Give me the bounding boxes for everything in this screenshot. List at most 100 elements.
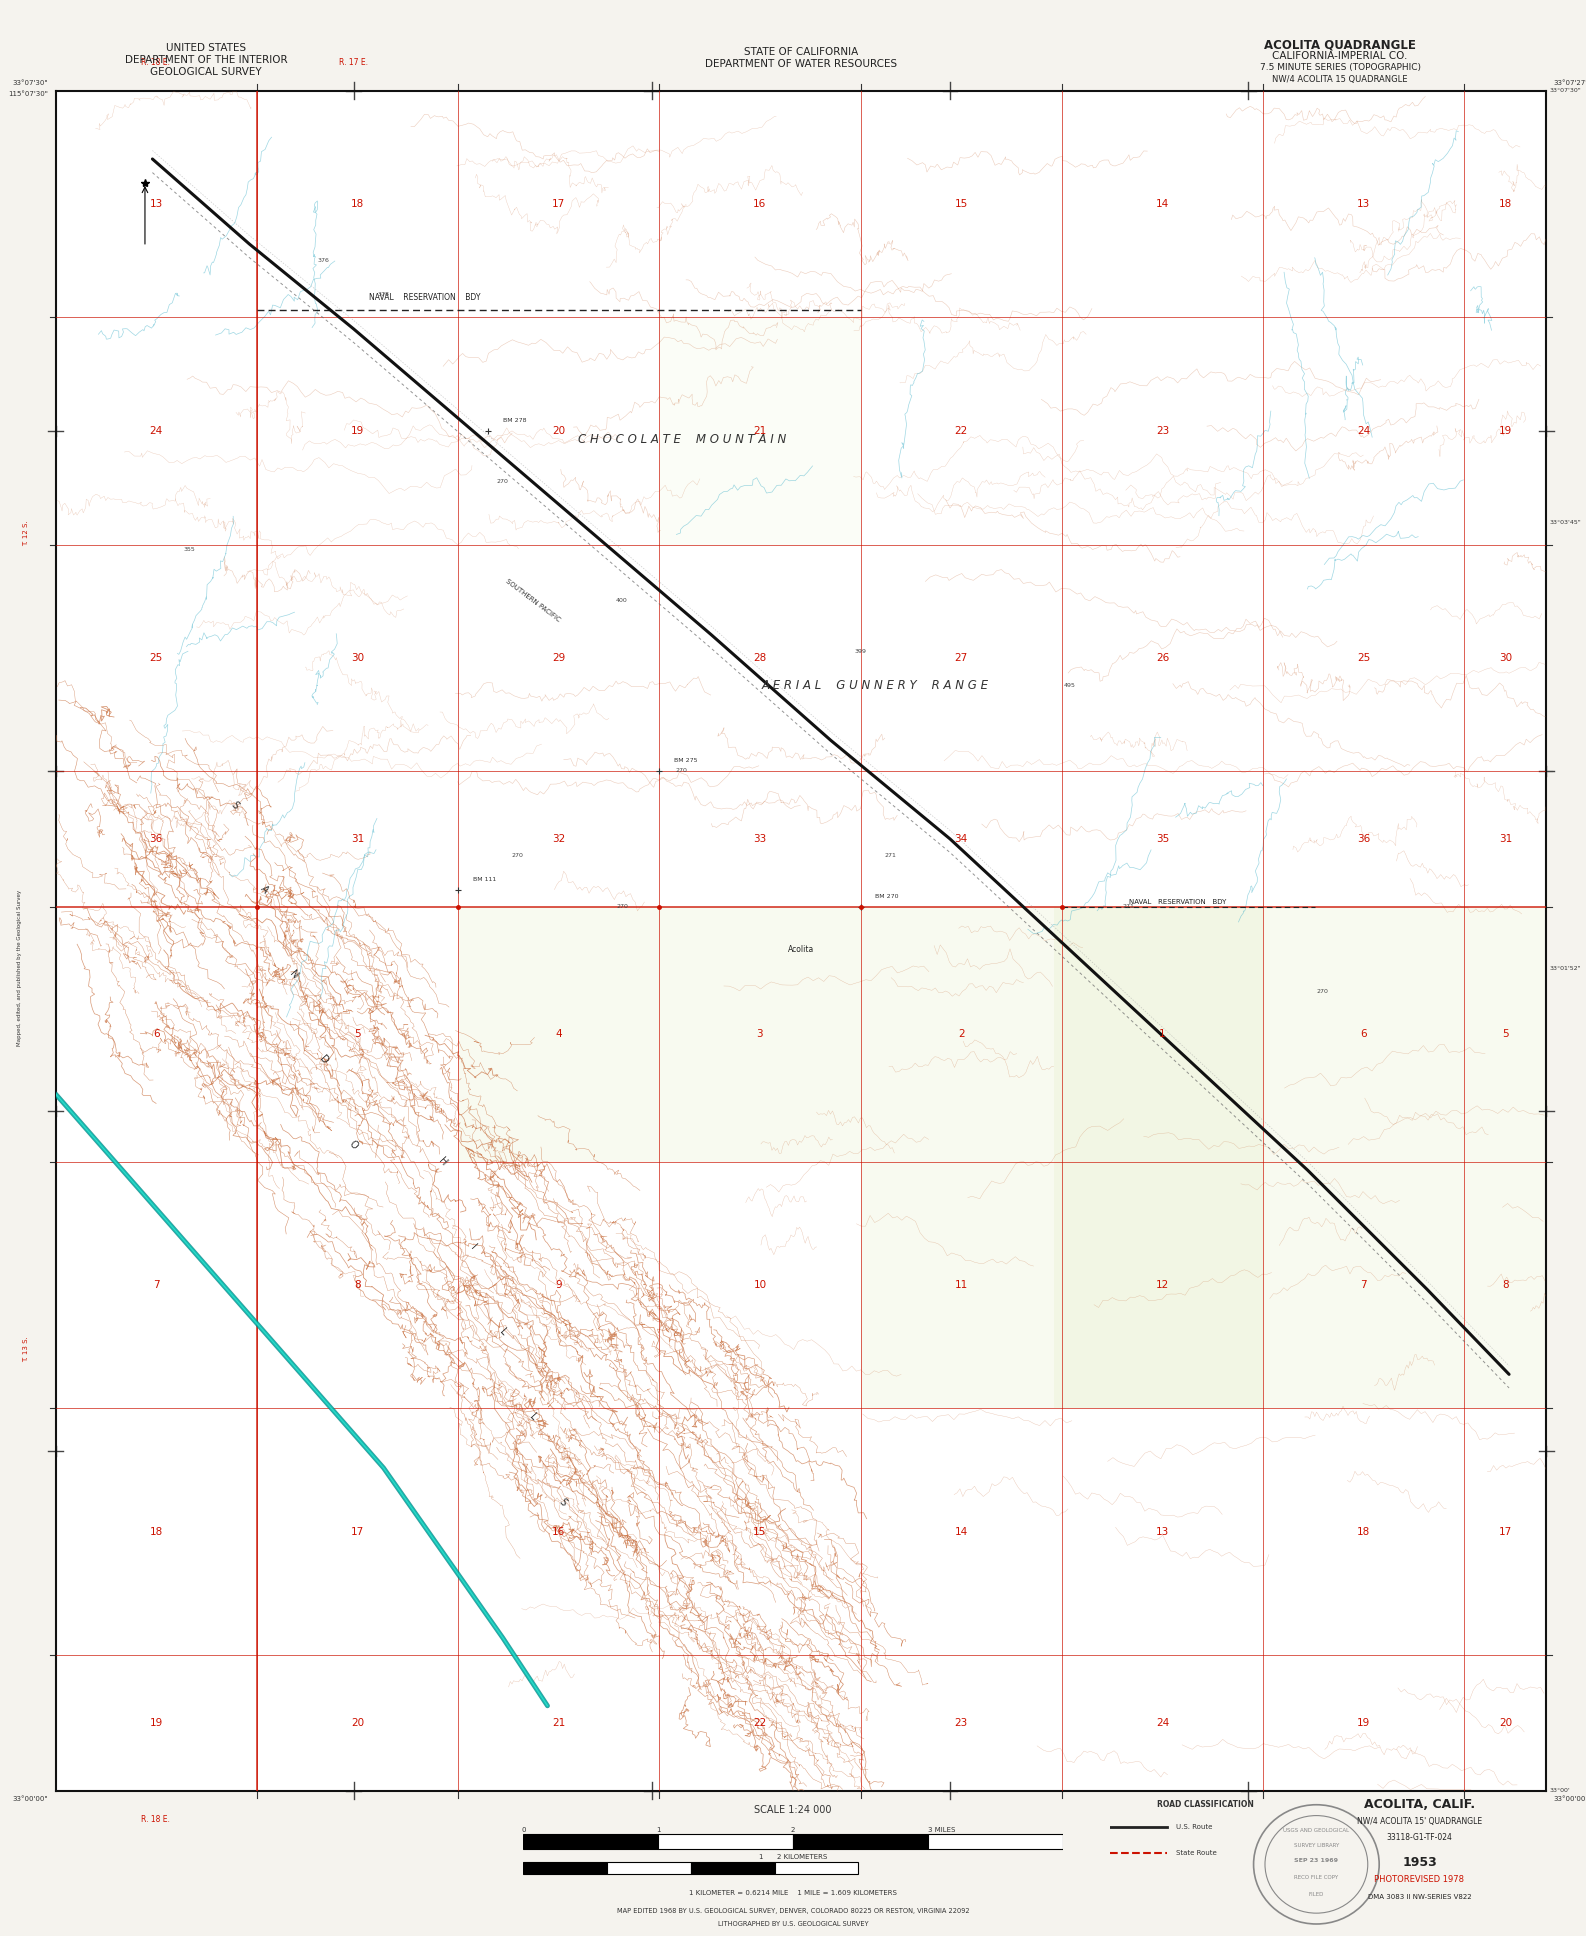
- Text: 33°07'27": 33°07'27": [1554, 79, 1586, 85]
- Text: S: S: [228, 800, 239, 811]
- Text: 31: 31: [351, 834, 365, 844]
- Text: 11: 11: [955, 1280, 967, 1289]
- Text: 495: 495: [1063, 683, 1075, 689]
- Bar: [523, 1862, 607, 1874]
- Bar: [607, 1862, 691, 1874]
- Text: 33°00': 33°00': [1550, 1789, 1570, 1793]
- Text: 17: 17: [1499, 1528, 1511, 1537]
- Text: 20: 20: [1499, 1717, 1511, 1727]
- Text: 16: 16: [753, 199, 766, 209]
- Text: 13: 13: [1358, 199, 1370, 209]
- Bar: [774, 1862, 858, 1874]
- Text: T. 13 S.: T. 13 S.: [22, 1336, 29, 1361]
- Text: L: L: [496, 1326, 509, 1338]
- Text: 22: 22: [753, 1717, 766, 1727]
- Bar: [691, 1862, 774, 1874]
- Text: 19: 19: [149, 1717, 163, 1727]
- Text: A E R I A L    G U N N E R Y    R A N G E: A E R I A L G U N N E R Y R A N G E: [761, 680, 990, 693]
- Text: 7: 7: [152, 1280, 160, 1289]
- Text: 15: 15: [955, 199, 967, 209]
- Text: 33: 33: [753, 834, 766, 844]
- Text: 376: 376: [317, 259, 330, 263]
- Text: 20: 20: [351, 1717, 363, 1727]
- Text: 22: 22: [955, 426, 967, 436]
- Text: BM 270: BM 270: [875, 894, 899, 900]
- Text: MAP EDITED 1968 BY U.S. GEOLOGICAL SURVEY, DENVER, COLORADO 80225 OR RESTON, VIR: MAP EDITED 1968 BY U.S. GEOLOGICAL SURVE…: [617, 1907, 969, 1915]
- Text: 15: 15: [753, 1528, 766, 1537]
- Bar: [793, 1835, 928, 1849]
- Text: 23: 23: [1156, 426, 1169, 436]
- Text: 1: 1: [657, 1828, 660, 1833]
- Text: 270: 270: [615, 904, 628, 910]
- Text: BM 278: BM 278: [503, 418, 527, 424]
- Text: 24: 24: [149, 426, 163, 436]
- Text: 36: 36: [149, 834, 163, 844]
- Text: 3: 3: [757, 1030, 763, 1040]
- Text: 33°07'30": 33°07'30": [1550, 89, 1581, 93]
- Text: 2: 2: [791, 1828, 795, 1833]
- Text: 399: 399: [855, 649, 866, 654]
- Bar: [660, 318, 861, 544]
- Text: ACOLITA QUADRANGLE: ACOLITA QUADRANGLE: [1264, 39, 1416, 50]
- Bar: [1055, 906, 1546, 1162]
- Text: LITHOGRAPHED BY U.S. GEOLOGICAL SURVEY: LITHOGRAPHED BY U.S. GEOLOGICAL SURVEY: [718, 1921, 868, 1928]
- Text: 14: 14: [955, 1528, 967, 1537]
- Text: 25: 25: [149, 652, 163, 662]
- Bar: [458, 906, 861, 1162]
- Text: 28: 28: [753, 652, 766, 662]
- Text: 32: 32: [552, 834, 565, 844]
- Text: 13: 13: [1156, 1528, 1169, 1537]
- Text: STATE OF CALIFORNIA: STATE OF CALIFORNIA: [744, 46, 858, 58]
- Text: 270: 270: [1316, 989, 1329, 995]
- Text: BM 275: BM 275: [674, 759, 698, 763]
- Text: 8: 8: [354, 1280, 360, 1289]
- Text: 21: 21: [552, 1717, 565, 1727]
- Text: NW/4 ACOLITA 15' QUADRANGLE: NW/4 ACOLITA 15' QUADRANGLE: [1358, 1818, 1481, 1826]
- Text: 33°01'52": 33°01'52": [1550, 966, 1581, 970]
- Text: DEPARTMENT OF WATER RESOURCES: DEPARTMENT OF WATER RESOURCES: [704, 58, 898, 70]
- Text: State Route: State Route: [1175, 1849, 1216, 1855]
- Text: NAVAL    RESERVATION    BDY: NAVAL RESERVATION BDY: [368, 292, 481, 302]
- Text: DMA 3083 II NW-SERIES V822: DMA 3083 II NW-SERIES V822: [1367, 1893, 1472, 1901]
- Text: 18: 18: [149, 1528, 163, 1537]
- Text: 24: 24: [1358, 426, 1370, 436]
- Text: RECO FILE COPY: RECO FILE COPY: [1294, 1876, 1339, 1880]
- Text: U.S. Route: U.S. Route: [1175, 1824, 1212, 1830]
- Text: 115°07'30": 115°07'30": [8, 91, 48, 97]
- Text: 17: 17: [552, 199, 565, 209]
- Text: 35: 35: [1156, 834, 1169, 844]
- Text: CALIFORNIA-IMPERIAL CO.: CALIFORNIA-IMPERIAL CO.: [1272, 50, 1408, 62]
- Text: 31: 31: [1499, 834, 1511, 844]
- Text: 20: 20: [552, 426, 565, 436]
- Text: 33°03'45": 33°03'45": [1550, 521, 1581, 525]
- Text: 2: 2: [958, 1030, 964, 1040]
- Text: 36: 36: [1358, 834, 1370, 844]
- Text: 18: 18: [351, 199, 365, 209]
- Text: 271: 271: [1123, 904, 1136, 910]
- Text: 13: 13: [149, 199, 163, 209]
- Text: I: I: [468, 1243, 477, 1251]
- Text: 33118-G1-TF-024: 33118-G1-TF-024: [1386, 1833, 1453, 1841]
- Text: 5: 5: [354, 1030, 360, 1040]
- Text: ROAD CLASSIFICATION: ROAD CLASSIFICATION: [1156, 1800, 1255, 1808]
- Text: O: O: [347, 1138, 360, 1152]
- Text: 18: 18: [1358, 1528, 1370, 1537]
- Text: 12: 12: [1156, 1280, 1169, 1289]
- Text: SOUTHERN PACIFIC: SOUTHERN PACIFIC: [504, 579, 561, 623]
- Text: 5: 5: [1502, 1030, 1508, 1040]
- Text: DEPARTMENT OF THE INTERIOR: DEPARTMENT OF THE INTERIOR: [125, 54, 287, 66]
- Text: 14: 14: [1156, 199, 1169, 209]
- Text: FILED: FILED: [1308, 1891, 1324, 1897]
- Text: ACOLITA, CALIF.: ACOLITA, CALIF.: [1364, 1799, 1475, 1810]
- Bar: [1055, 1162, 1546, 1407]
- Text: 34: 34: [955, 834, 967, 844]
- Text: 1 KILOMETER = 0.6214 MILE    1 MILE = 1.609 KILOMETERS: 1 KILOMETER = 0.6214 MILE 1 MILE = 1.609…: [688, 1890, 898, 1897]
- Text: 6: 6: [1361, 1030, 1367, 1040]
- Text: C H O C O L A T E    M O U N T A I N: C H O C O L A T E M O U N T A I N: [577, 434, 785, 445]
- Text: NW/4 ACOLITA 15 QUADRANGLE: NW/4 ACOLITA 15 QUADRANGLE: [1272, 76, 1408, 83]
- Text: 270: 270: [676, 769, 688, 772]
- Text: 23: 23: [955, 1717, 967, 1727]
- Text: S: S: [557, 1497, 568, 1508]
- Text: Acolita: Acolita: [788, 945, 814, 954]
- Bar: [861, 906, 1262, 1162]
